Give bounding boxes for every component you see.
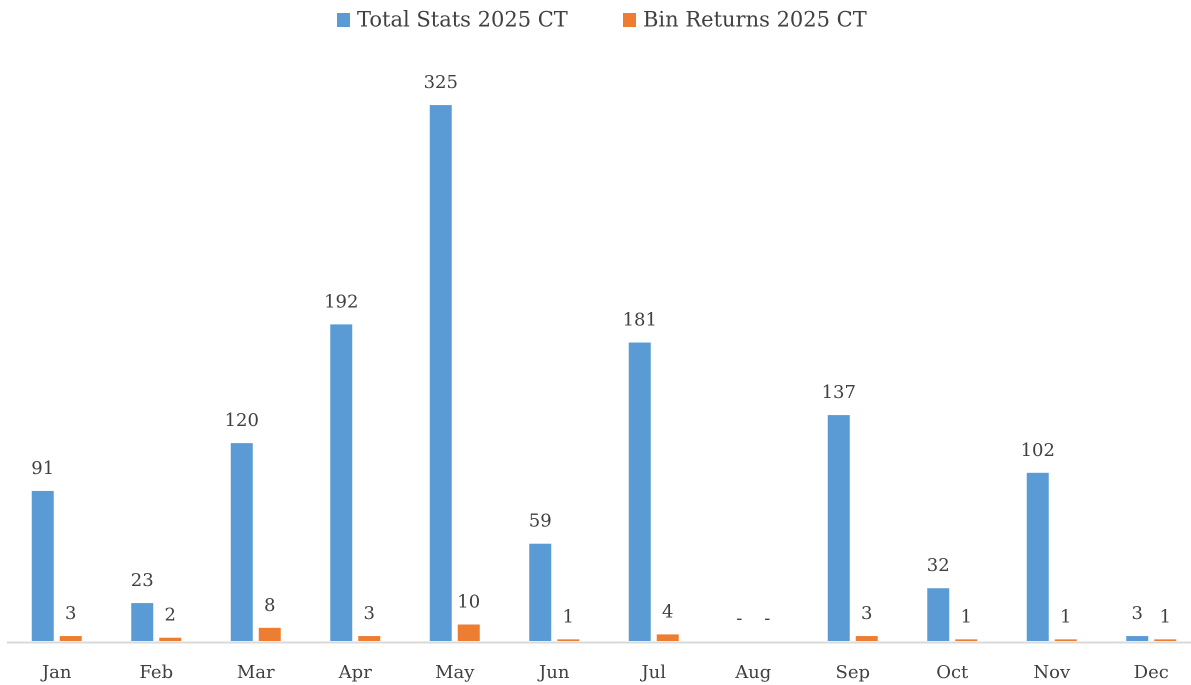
bar <box>827 415 850 641</box>
x-tick-label: Dec <box>1134 662 1169 683</box>
data-label: 2 <box>165 605 176 626</box>
bar <box>429 105 452 641</box>
bar <box>457 624 480 641</box>
data-label: 181 <box>623 310 657 331</box>
bar <box>31 490 54 641</box>
data-label: 1 <box>1160 606 1171 627</box>
data-label: 10 <box>457 592 480 613</box>
x-tick-label: Jun <box>537 662 570 683</box>
legend-swatch <box>337 13 350 27</box>
bar <box>230 443 253 641</box>
x-tick-label: Feb <box>139 662 173 683</box>
bar <box>557 639 580 641</box>
x-tick-label: Sep <box>835 662 870 683</box>
data-label: 137 <box>822 382 856 403</box>
bar <box>159 637 182 641</box>
data-label: 4 <box>662 601 673 622</box>
legend-label: Bin Returns 2025 CT <box>643 8 867 32</box>
data-label: 3 <box>65 603 76 624</box>
data-label: 3 <box>861 603 872 624</box>
bar <box>258 627 281 641</box>
bar <box>59 636 82 641</box>
data-label: 102 <box>1021 440 1055 461</box>
data-label: 1 <box>961 606 972 627</box>
data-label: 23 <box>131 570 154 591</box>
bar <box>927 588 950 641</box>
data-label: 59 <box>529 511 552 532</box>
data-label: 120 <box>225 410 259 431</box>
x-tick-label: Apr <box>338 662 373 683</box>
bar <box>330 324 353 641</box>
bar <box>656 634 679 641</box>
bar <box>628 342 651 641</box>
bar <box>131 603 154 641</box>
x-tick-label: Jul <box>639 662 666 683</box>
bar <box>1154 639 1177 641</box>
bar <box>1054 639 1077 641</box>
data-label: 325 <box>424 72 458 93</box>
legend-swatch <box>623 13 636 27</box>
bar <box>358 636 381 641</box>
bar <box>1026 472 1049 641</box>
x-tick-label: Mar <box>237 662 275 683</box>
data-label: 3 <box>1132 603 1143 624</box>
bar <box>955 639 978 641</box>
data-label: 1 <box>1060 606 1071 627</box>
data-label: - <box>764 608 770 629</box>
x-tick-label: Oct <box>936 662 969 683</box>
data-label: 192 <box>324 291 358 312</box>
data-label: - <box>736 608 742 629</box>
data-label: 32 <box>927 555 950 576</box>
x-tick-label: Jan <box>40 662 72 683</box>
data-label: 8 <box>264 595 275 616</box>
x-tick-label: May <box>435 662 475 683</box>
legend-label: Total Stats 2025 CT <box>357 8 568 32</box>
x-tick-label: Aug <box>734 662 771 683</box>
data-label: 91 <box>31 458 54 479</box>
bar <box>855 636 878 641</box>
data-label: 1 <box>563 606 574 627</box>
bar <box>529 543 552 641</box>
x-tick-label: Nov <box>1033 662 1071 683</box>
bar <box>1126 636 1149 641</box>
data-label: 3 <box>364 603 375 624</box>
